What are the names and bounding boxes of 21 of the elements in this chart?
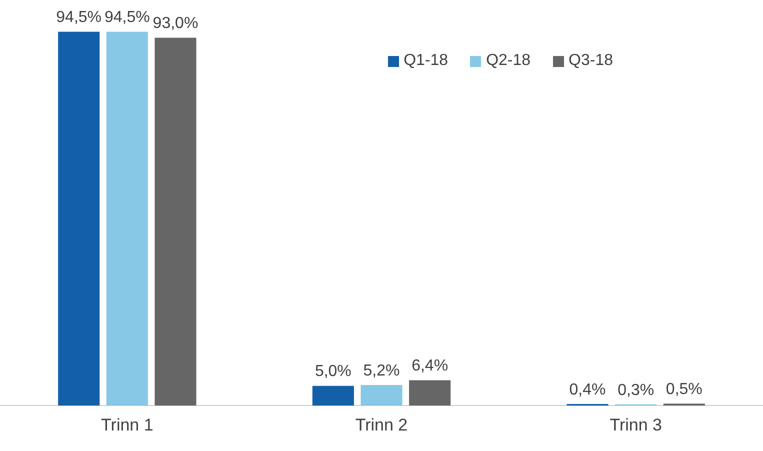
bar [154,38,196,406]
x-tick-label: Trinn 3 [610,415,662,434]
x-tick-label: Trinn 2 [355,415,408,434]
data-label: 0,3% [618,382,654,399]
legend-label: Q1-18 [404,52,448,70]
data-label: 93,0% [152,15,198,32]
data-label: 5,2% [363,362,400,380]
data-label: 0,5% [666,381,702,398]
bar [58,32,100,406]
bar [360,385,402,406]
bar [409,380,451,406]
data-label: 5,0% [314,363,352,380]
legend-label: Q2-18 [486,52,531,70]
legend-label: Q3-18 [568,52,613,70]
data-label: 6,4% [412,358,448,375]
data-label: 0,4% [569,381,606,398]
bar [312,386,354,406]
x-tick-label: Trinn 1 [101,415,154,434]
bar [106,32,148,406]
data-label: 94,5% [56,9,102,26]
data-label: 94,5% [104,9,150,26]
